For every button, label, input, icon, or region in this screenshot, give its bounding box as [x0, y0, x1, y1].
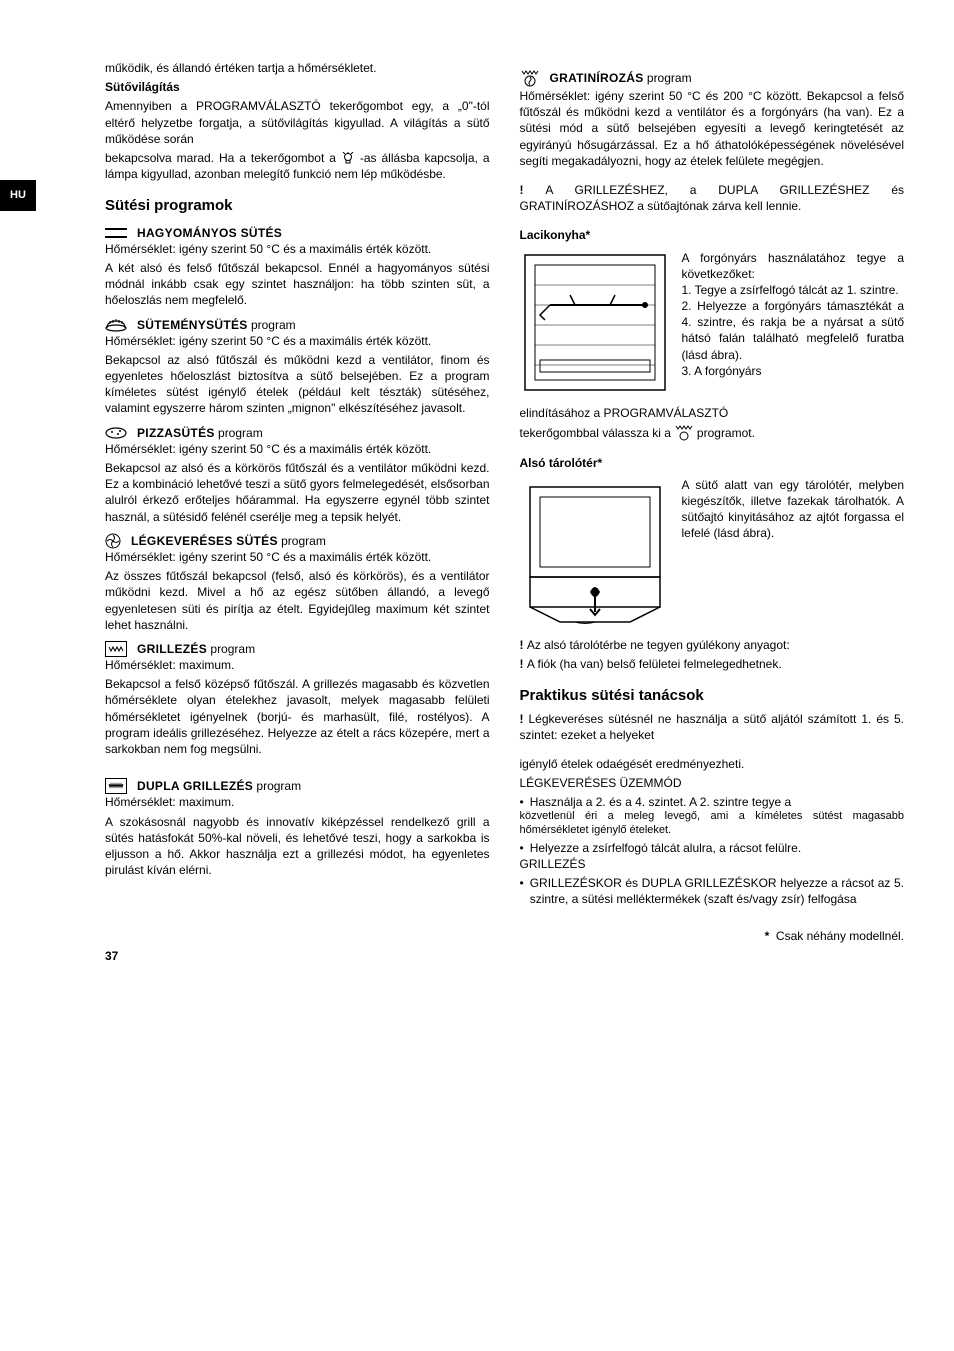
program-name: HAGYOMÁNYOS SÜTÉS	[137, 225, 282, 241]
right-column: GRATINÍROZÁS program Hőmérséklet: igény …	[520, 60, 905, 944]
body-text: LÉGKEVERÉSES ÜZEMMÓD	[520, 775, 905, 791]
body-text: tekerőgombbal válassza ki a programot.	[520, 424, 905, 442]
program-header: GRILLEZÉS program	[105, 641, 490, 657]
warning-text: ! Az alsó tárolótérbe ne tegyen gyúlékon…	[520, 637, 905, 653]
page-language-tab: HU	[0, 180, 36, 211]
program-name: GRILLEZÉS program	[137, 641, 255, 657]
program-temp: Hőmérséklet: igény szerint 50 °C és a ma…	[105, 241, 490, 257]
footnote: * Csak néhány modellnél.	[520, 928, 905, 944]
program-temp: Hőmérséklet: igény szerint 50 °C és a ma…	[105, 549, 490, 565]
lacikonyha-text: A forgónyárs használatához tegye a követ…	[682, 250, 905, 380]
storage-diagram	[520, 477, 670, 627]
subheading-sutovilagitas: Sütővilágítás	[105, 79, 490, 95]
main-content: működik, és állandó értéken tartja a hőm…	[50, 60, 904, 944]
text-fragment: bekapcsolva marad. Ha a tekerőgombot a	[105, 151, 341, 165]
gratinate-icon	[675, 424, 693, 442]
grill-icon	[105, 641, 127, 657]
body-text: Amennyiben a PROGRAMVÁLASZTÓ tekerőgombo…	[105, 98, 490, 147]
subheading-also-taroloter: Alsó tárolótér*	[520, 455, 905, 471]
body-text: működik, és állandó értéken tartja a hőm…	[105, 60, 490, 76]
program-body: Bekapcsol a felső középső fűtőszál. A gr…	[105, 676, 490, 757]
rotisserie-diagram	[520, 250, 670, 395]
program-header: DUPLA GRILLEZÉS program	[105, 778, 490, 794]
program-body: A két alsó és felső fűtőszál bekapcsol. …	[105, 260, 490, 309]
program-temp: Hőmérséklet: maximum.	[105, 794, 490, 810]
lamp-icon	[341, 152, 355, 166]
body-text: GRILLEZÉS	[520, 856, 905, 872]
program-body: Hőmérséklet: igény szerint 50 °C és 200 …	[520, 88, 905, 169]
program-body: Az összes fűtőszál bekapcsol (felső, als…	[105, 568, 490, 633]
section-title-sutesi-programok: Sütési programok	[105, 196, 490, 216]
body-text: igénylő ételek odaégését eredményezheti.	[520, 756, 905, 772]
program-name: PIZZASÜTÉS program	[137, 425, 263, 441]
warning-text: ! Légkeveréses sütésnél ne használja a s…	[520, 711, 905, 743]
storage-text: A sütő alatt van egy tárolótér, melyben …	[682, 477, 905, 542]
program-header: SÜTEMÉNYSÜTÉS program	[105, 317, 490, 333]
bullet-item: •Helyezze a zsírfelfogó tálcát alulra, a…	[520, 840, 905, 856]
fan-icon	[105, 533, 121, 549]
program-header: PIZZASÜTÉS program	[105, 425, 490, 441]
bullet-item: •GRILLEZÉSKOR és DUPLA GRILLEZÉSKOR hely…	[520, 875, 905, 907]
program-name: SÜTEMÉNYSÜTÉS program	[137, 317, 296, 333]
warning-text: ! A fiók (ha van) belső felületei felmel…	[520, 656, 905, 672]
program-name: GRATINÍROZÁS program	[550, 70, 692, 86]
program-temp: Hőmérséklet: igény szerint 50 °C és a ma…	[105, 441, 490, 457]
lacikonyha-block: A forgónyárs használatához tegye a követ…	[520, 250, 905, 395]
program-header: HAGYOMÁNYOS SÜTÉS	[105, 225, 490, 241]
body-text: bekapcsolva marad. Ha a tekerőgombot a -…	[105, 150, 490, 182]
body-text: közvetlenül éri a meleg levegő, ami a kí…	[520, 810, 905, 836]
program-temp: Hőmérséklet: maximum.	[105, 657, 490, 673]
double-grill-icon	[105, 778, 127, 794]
left-column: működik, és állandó értéken tartja a hőm…	[50, 60, 490, 944]
program-body: A szokásosnál nagyobb és innovatív kikép…	[105, 814, 490, 879]
section-title-praktikus: Praktikus sütési tanácsok	[520, 686, 905, 706]
subheading-lacikonyha: Lacikonyha*	[520, 227, 905, 243]
program-name: LÉGKEVERÉSES SÜTÉS program	[131, 533, 326, 549]
storage-block: A sütő alatt van egy tárolótér, melyben …	[520, 477, 905, 627]
program-header: GRATINÍROZÁS program	[520, 68, 905, 88]
bullet-item: •Használja a 2. és a 4. szintet. A 2. sz…	[520, 794, 905, 810]
page-number: 37	[105, 948, 118, 964]
program-header: LÉGKEVERÉSES SÜTÉS program	[105, 533, 490, 549]
pizza-icon	[105, 427, 127, 439]
program-body: Bekapcsol az alsó fűtőszál és működni ke…	[105, 352, 490, 417]
program-name: DUPLA GRILLEZÉS program	[137, 778, 301, 794]
program-body: Bekapcsol az alsó és a körkörös fűtőszál…	[105, 460, 490, 525]
warning-text: ! A GRILLEZÉSHEZ, a DUPLA GRILLEZÉSHEZ é…	[520, 182, 905, 214]
cake-icon	[105, 318, 127, 332]
conventional-icon	[105, 227, 127, 239]
body-text: elindításához a PROGRAMVÁLASZTÓ	[520, 405, 905, 421]
gratinate-icon	[520, 68, 540, 88]
program-temp: Hőmérséklet: igény szerint 50 °C és a ma…	[105, 333, 490, 349]
